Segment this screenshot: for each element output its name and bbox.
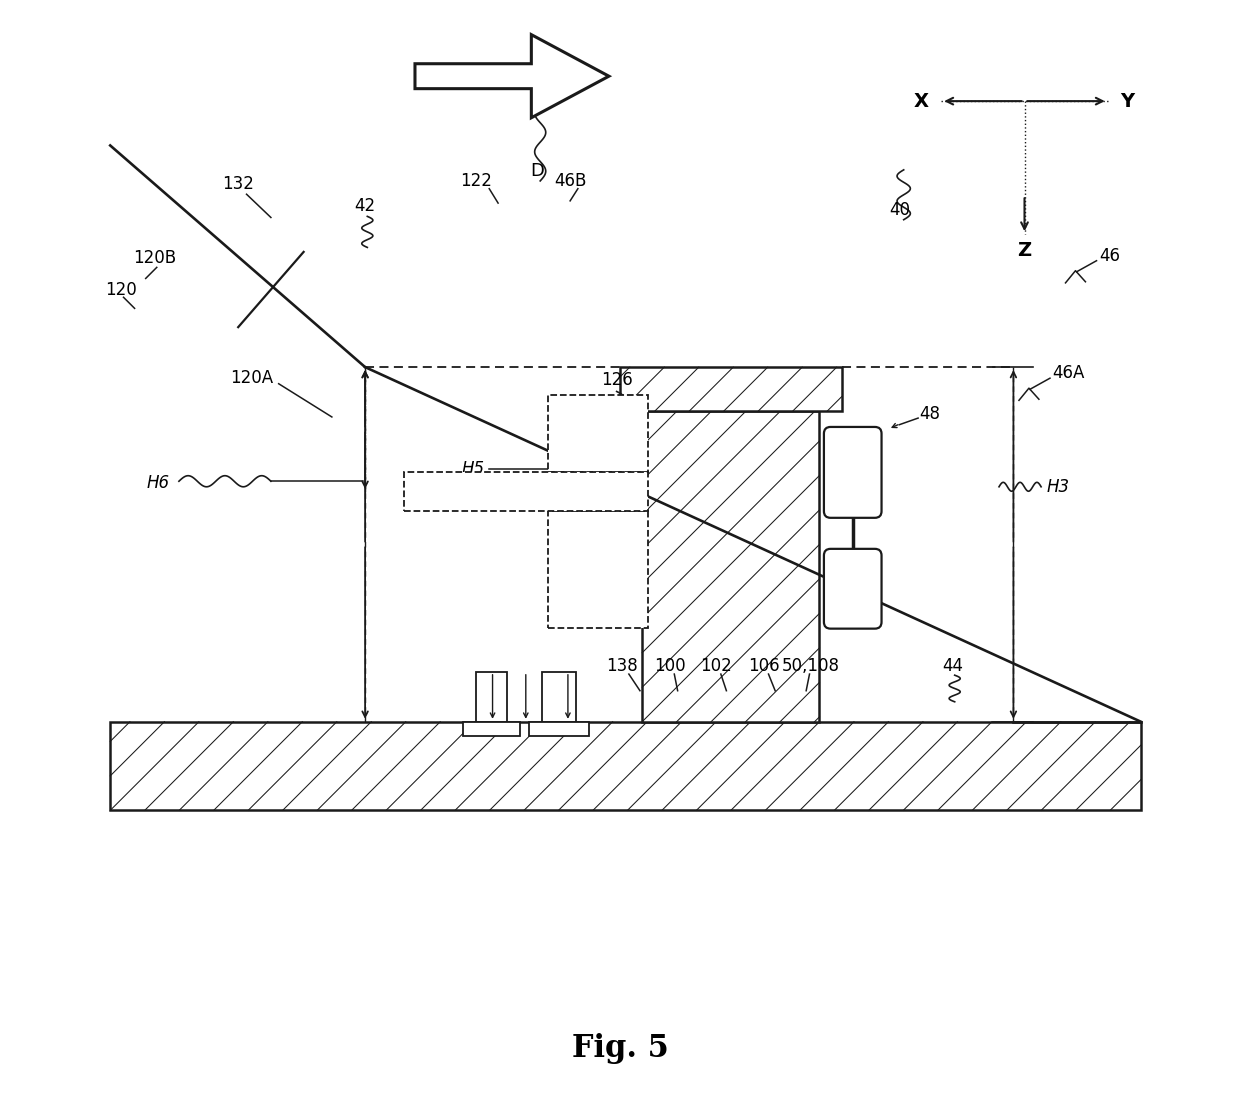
Polygon shape <box>415 34 609 118</box>
Text: 100: 100 <box>653 658 686 675</box>
Text: 48: 48 <box>919 404 940 422</box>
Text: 124: 124 <box>615 404 647 422</box>
Text: 120: 120 <box>105 280 138 299</box>
Bar <box>542 672 575 722</box>
Bar <box>529 722 589 737</box>
Text: Y: Y <box>1121 91 1135 111</box>
FancyBboxPatch shape <box>823 427 882 518</box>
Bar <box>476 672 507 722</box>
Text: X: X <box>914 91 929 111</box>
Text: 106: 106 <box>748 658 780 675</box>
Bar <box>110 722 1141 810</box>
Text: H6: H6 <box>146 474 170 492</box>
Text: D: D <box>529 162 544 180</box>
Bar <box>620 367 842 411</box>
Text: 120A: 120A <box>229 369 273 388</box>
Text: 46: 46 <box>1099 248 1120 266</box>
Bar <box>404 472 647 511</box>
Text: Z: Z <box>1018 241 1032 260</box>
Text: 120B: 120B <box>133 250 176 268</box>
Bar <box>548 511 647 628</box>
Text: 126: 126 <box>601 371 632 389</box>
Bar <box>548 394 647 472</box>
Text: H5: H5 <box>461 460 485 478</box>
Bar <box>642 411 820 722</box>
Text: 122: 122 <box>460 172 492 190</box>
Text: 44: 44 <box>942 658 963 675</box>
FancyBboxPatch shape <box>823 549 882 629</box>
Text: 138: 138 <box>606 658 639 675</box>
Text: 46B: 46B <box>554 172 587 190</box>
Text: 42: 42 <box>355 198 376 216</box>
Text: 50,108: 50,108 <box>781 658 839 675</box>
Text: Fig. 5: Fig. 5 <box>572 1033 668 1064</box>
Text: 102: 102 <box>701 658 733 675</box>
Text: 132: 132 <box>222 176 254 193</box>
Bar <box>463 722 521 737</box>
Text: 40: 40 <box>889 201 910 219</box>
Text: 46A: 46A <box>1053 363 1085 382</box>
Text: H3: H3 <box>1047 478 1070 496</box>
